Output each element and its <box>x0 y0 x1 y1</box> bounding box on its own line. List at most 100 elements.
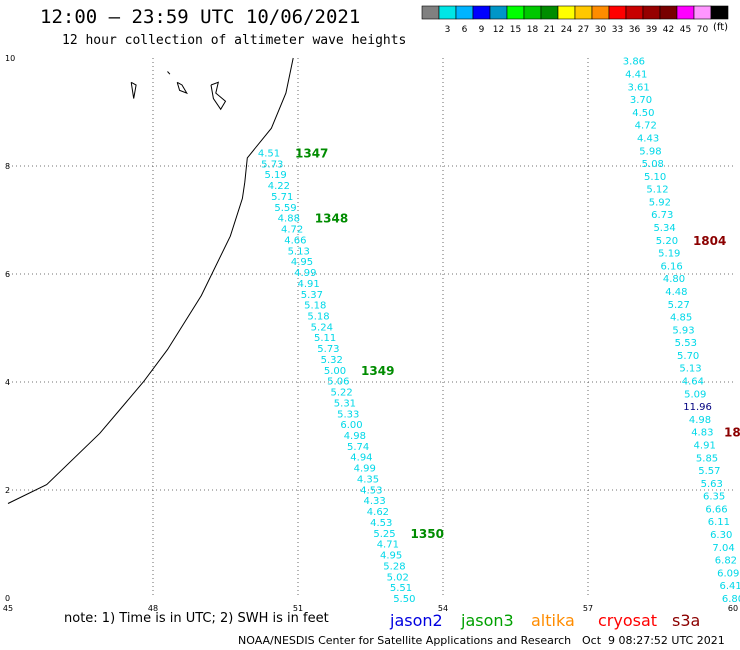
wave-height-label: 5.02 <box>387 572 409 583</box>
wave-height-label: 5.20 <box>656 236 678 247</box>
lat-tick-label: 6 <box>5 270 10 279</box>
island-outline <box>167 71 171 75</box>
wave-height-label: 6.11 <box>708 517 730 528</box>
legend-tick-label: 42 <box>663 25 674 35</box>
legend-swatch <box>472 5 491 20</box>
wave-height-label: 4.91 <box>297 279 319 290</box>
footer-timestamp: Oct 9 08:27:52 UTC 2021 <box>582 634 725 647</box>
wave-height-label: 5.06 <box>327 377 349 388</box>
wave-height-label: 5.57 <box>698 466 720 477</box>
satellite-legend-s3a: s3a <box>672 611 700 630</box>
pass-time-label: 1349 <box>361 364 394 378</box>
lon-tick-label: 57 <box>583 604 593 613</box>
wave-height-label: 6.30 <box>710 530 732 541</box>
pass-time-label: 1350 <box>411 527 444 541</box>
wave-height-label: 4.35 <box>357 474 379 485</box>
wave-height-label: 4.33 <box>363 496 385 507</box>
wave-height-label: 5.92 <box>649 197 671 208</box>
lat-tick-label: 8 <box>5 162 10 171</box>
legend-swatch <box>642 5 661 20</box>
legend-tick-label: 36 <box>629 25 641 35</box>
pass-time-label: 1348 <box>315 212 348 226</box>
legend-swatch <box>659 5 678 20</box>
lon-tick-label: 51 <box>293 604 303 613</box>
legend-swatch <box>540 5 559 20</box>
wave-height-label: 5.13 <box>288 246 310 257</box>
wave-height-label: 4.64 <box>682 377 704 388</box>
footer-credit: NOAA/NESDIS Center for Satellite Applica… <box>238 634 572 647</box>
legend-tick-label: 33 <box>612 25 623 35</box>
pass-time-label: 1804 <box>693 234 726 248</box>
legend-tick-label: 3 <box>445 25 451 35</box>
wave-height-label: 5.09 <box>684 389 706 400</box>
legend-swatch <box>506 5 525 20</box>
wave-height-label: 4.66 <box>284 235 306 246</box>
wave-height-label: 5.63 <box>701 479 723 490</box>
wave-height-label: 4.51 <box>258 149 280 160</box>
wave-height-label: 4.50 <box>632 108 654 119</box>
wave-height-label: 5.12 <box>646 185 668 196</box>
legend-tick-label: 9 <box>479 25 485 35</box>
wave-height-label: 5.73 <box>261 159 283 170</box>
wave-height-label: 6.80 <box>722 594 740 605</box>
footer-note: note: 1) Time is in UTC; 2) SWH is in fe… <box>64 611 329 626</box>
legend-swatch <box>421 5 440 20</box>
wave-height-label: 5.74 <box>347 442 369 453</box>
wave-height-label: 3.61 <box>628 82 650 93</box>
wave-height-label: 4.98 <box>689 415 711 426</box>
legend-tick-label: 12 <box>493 25 504 35</box>
wave-height-label: 4.22 <box>268 181 290 192</box>
satellite-tracks: 4.515.735.194.225.715.594.884.724.665.13… <box>258 57 740 605</box>
legend-swatch <box>710 5 729 20</box>
satellite-legend-altika: altika <box>531 611 575 630</box>
wave-height-label: 5.27 <box>668 300 690 311</box>
axis-ticks: 45 48 51 54 57 60 0 2 4 6 8 10 <box>3 54 738 613</box>
lon-tick-label: 48 <box>148 604 158 613</box>
wave-height-label: 5.10 <box>644 172 666 183</box>
color-legend: 3 6 9 12 15 18 21 24 27 30 33 36 39 42 45 70 <box>421 5 729 35</box>
legend-swatch <box>693 5 712 20</box>
wave-height-label: 3.86 <box>623 57 645 68</box>
wave-height-label: 5.70 <box>677 351 699 362</box>
wave-height-label: 4.72 <box>635 121 657 132</box>
legend-swatch <box>591 5 610 20</box>
legend-unit: (ft) <box>713 22 729 33</box>
wave-height-label: 4.98 <box>344 431 366 442</box>
wave-height-label: 4.83 <box>691 428 713 439</box>
pass-time-label: 1347 <box>295 147 328 161</box>
wave-height-label: 5.11 <box>314 333 336 344</box>
legend-swatch <box>438 5 457 20</box>
wave-height-label: 5.32 <box>321 355 343 366</box>
legend-swatch <box>557 5 576 20</box>
legend-tick-label: 39 <box>646 25 658 35</box>
pass-time-label: 180 <box>724 426 740 440</box>
wave-height-label: 4.91 <box>694 440 716 451</box>
lon-tick-label: 45 <box>3 604 13 613</box>
wave-height-label: 5.13 <box>679 364 701 375</box>
wave-height-label: 5.22 <box>330 388 352 399</box>
map-grid <box>8 58 733 598</box>
legend-tick-label: 70 <box>697 25 709 35</box>
lon-tick-label: 60 <box>728 604 738 613</box>
legend-tick-label: 6 <box>462 25 468 35</box>
coastline-path <box>7 57 294 504</box>
lon-tick-label: 54 <box>438 604 448 613</box>
wave-height-label: 5.51 <box>390 583 412 594</box>
lat-tick-label: 10 <box>5 54 15 63</box>
legend-tick-label: 18 <box>527 25 539 35</box>
wave-height-label: 5.00 <box>324 366 346 377</box>
footer: jason2 jason3 altika cryosat s3a <box>389 611 700 630</box>
wave-height-label: 4.53 <box>360 485 382 496</box>
wave-height-label: 4.62 <box>367 507 389 518</box>
wave-height-label: 5.28 <box>383 561 405 572</box>
legend-swatch <box>455 5 474 20</box>
wave-height-label: 4.41 <box>625 69 647 80</box>
legend-swatch <box>574 5 593 20</box>
wave-height-label: 5.93 <box>672 325 694 336</box>
legend-swatch <box>523 5 542 20</box>
legend-swatch <box>608 5 627 20</box>
wave-height-label: 6.00 <box>340 420 362 431</box>
wave-height-label: 3.70 <box>630 95 652 106</box>
wave-height-label: 5.98 <box>639 146 661 157</box>
wave-height-label: 5.73 <box>317 344 339 355</box>
